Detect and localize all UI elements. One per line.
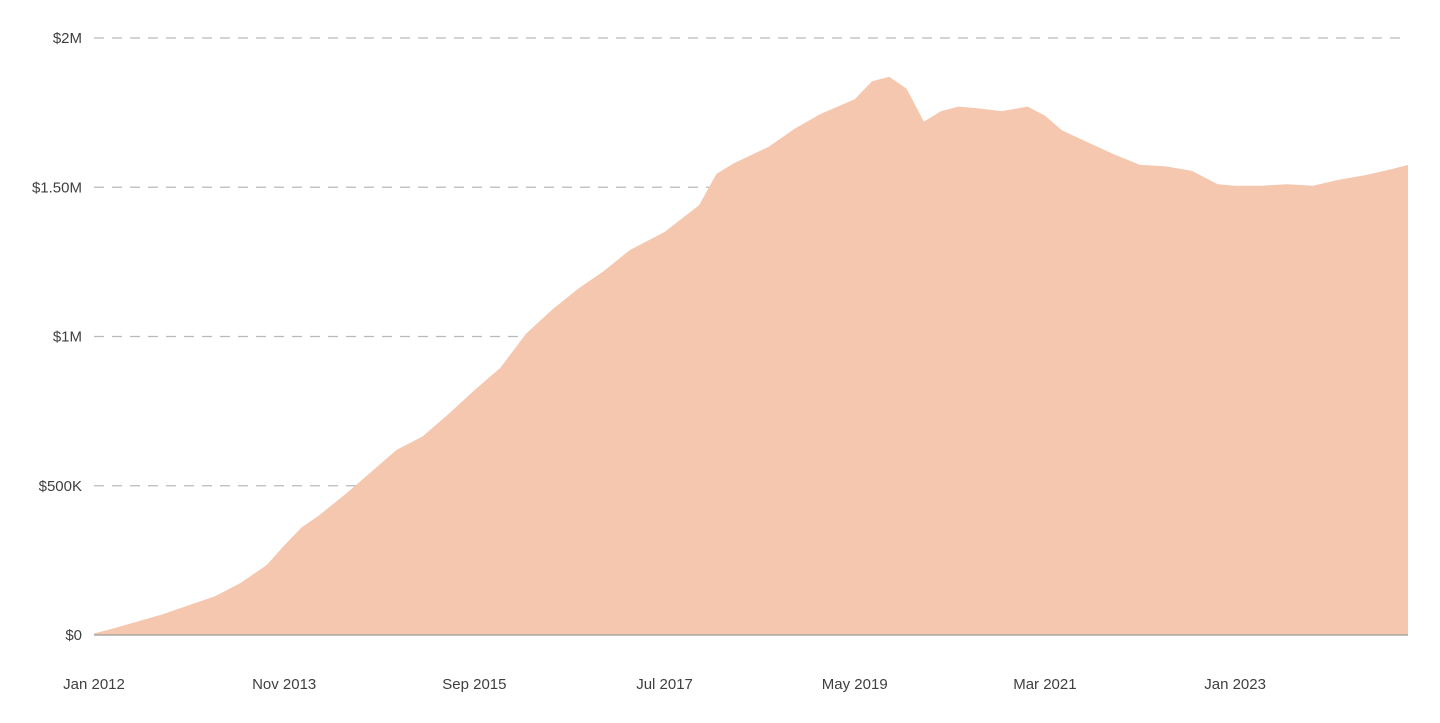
y-tick-label: $1.50M: [32, 179, 82, 196]
x-tick-label: Sep 2015: [442, 676, 506, 693]
x-tick-label: Jul 2017: [636, 676, 693, 693]
x-tick-label: May 2019: [822, 676, 888, 693]
y-tick-label: $1M: [53, 329, 82, 346]
series-area: [94, 76, 1408, 636]
y-tick-label: $500K: [39, 478, 82, 495]
y-tick-label: $0: [65, 627, 82, 644]
x-tick-label: Mar 2021: [1013, 676, 1076, 693]
y-axis-ticks: $0 $500K $1M $1.50M $2M: [32, 30, 82, 644]
y-tick-label: $2M: [53, 30, 82, 47]
x-tick-label: Nov 2013: [252, 676, 316, 693]
x-axis-ticks: Jan 2012 Nov 2013 Sep 2015 Jul 2017 May 2019…: [63, 676, 1266, 693]
x-tick-label: Jan 2012: [63, 676, 125, 693]
area-series: [94, 76, 1408, 636]
x-tick-label: Jan 2023: [1204, 676, 1266, 693]
